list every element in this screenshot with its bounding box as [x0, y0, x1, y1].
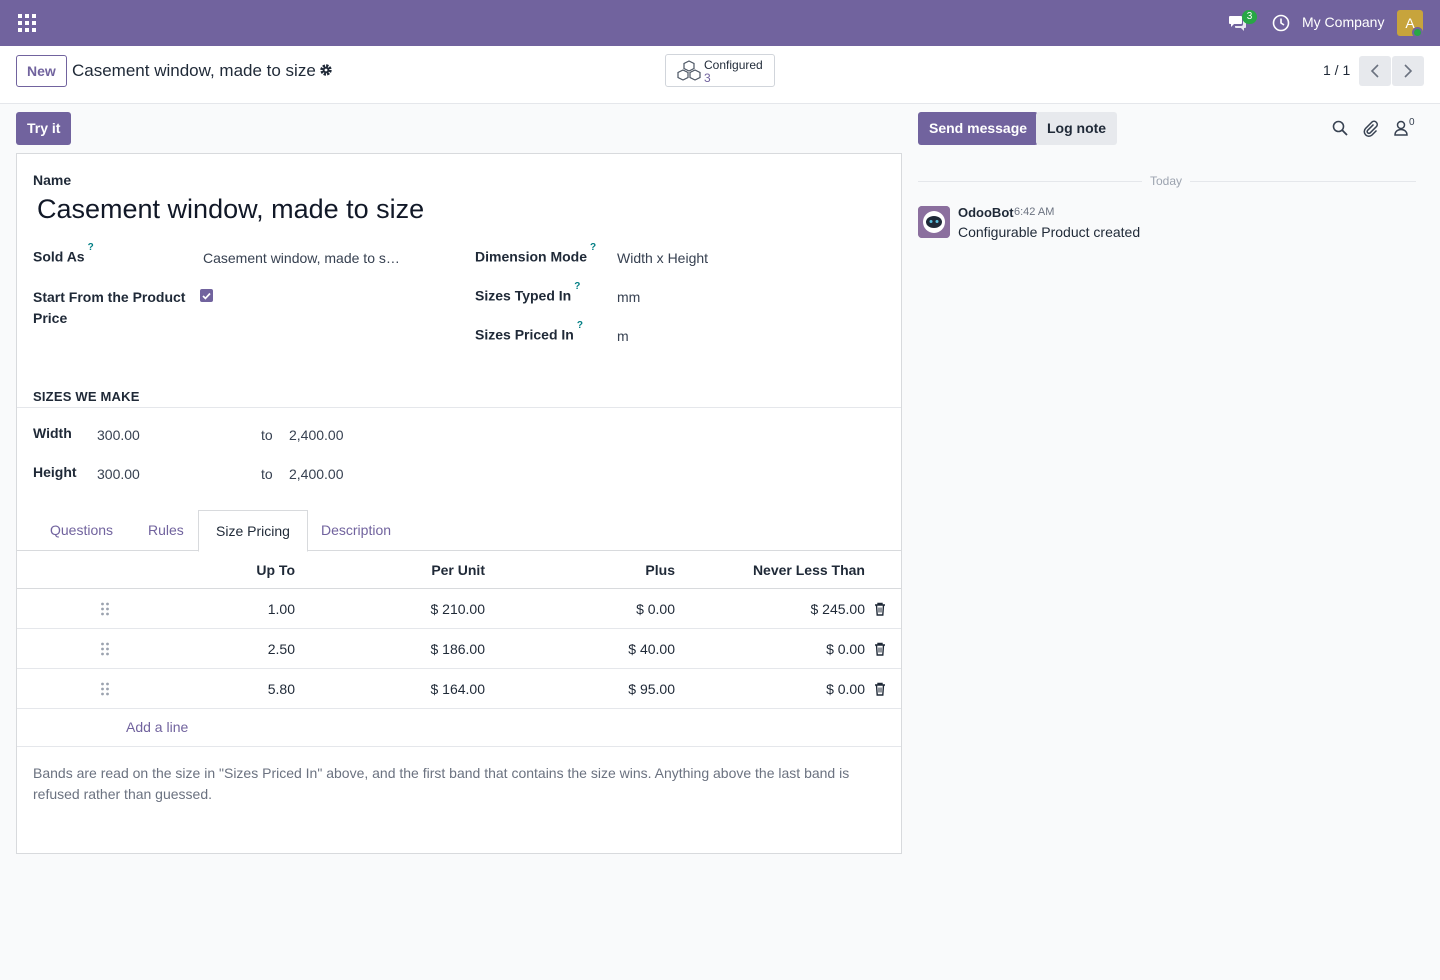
sizes-priced-in-field[interactable]: m — [617, 328, 629, 344]
robot-face-icon — [918, 206, 950, 238]
column-header-per-unit[interactable]: Per Unit — [431, 562, 485, 578]
sold-as-label: Sold As? — [33, 242, 94, 265]
smart-button-label: Configured — [704, 58, 763, 72]
start-from-price-checkbox[interactable] — [200, 289, 213, 302]
cell-up-to[interactable]: 2.50 — [267, 641, 295, 657]
width-min-field[interactable]: 300.00 — [97, 427, 140, 443]
cell-never-less-than[interactable]: $ 0.00 — [826, 681, 865, 697]
help-icon[interactable]: ? — [87, 242, 94, 253]
message-time: 6:42 AM — [1014, 206, 1055, 218]
table-row[interactable]: 2.50 $ 186.00 $ 40.00 $ 0.00 — [17, 629, 901, 669]
pager-next-button[interactable] — [1392, 56, 1424, 86]
sizes-typed-in-field[interactable]: mm — [617, 289, 641, 305]
column-header-never-less-than[interactable]: Never Less Than — [752, 562, 865, 578]
sold-as-field[interactable]: Casement window, made to s… — [203, 250, 400, 266]
follower-count: 0 — [1409, 117, 1415, 128]
chat-count-badge: 3 — [1242, 10, 1257, 24]
sizes-priced-in-label-text: Sizes Priced In — [475, 326, 574, 343]
notebook-tabs: Questions Rules Size Pricing Description — [17, 510, 901, 552]
clock-icon[interactable] — [1272, 14, 1290, 32]
cell-plus[interactable]: $ 40.00 — [628, 641, 675, 657]
width-max-field[interactable]: 2,400.00 — [289, 427, 344, 443]
column-header-up-to[interactable]: Up To — [256, 562, 295, 578]
sizes-typed-in-label: Sizes Typed In? — [475, 281, 580, 304]
drag-handle-icon[interactable] — [100, 681, 110, 697]
table-row[interactable]: 1.00 $ 210.00 $ 0.00 $ 245.00 — [17, 589, 901, 629]
followers-icon[interactable] — [1392, 119, 1410, 137]
width-to-label: to — [261, 427, 273, 443]
breadcrumb-title: Casement window, made to size — [72, 61, 316, 80]
date-separator-label: Today — [1142, 174, 1191, 188]
sizes-section-heading: SIZES WE MAKE — [33, 389, 140, 404]
column-header-plus[interactable]: Plus — [645, 562, 675, 578]
cell-per-unit[interactable]: $ 186.00 — [430, 641, 486, 657]
pricing-table-header: Up To Per Unit Plus Never Less Than — [17, 551, 901, 589]
trash-icon[interactable] — [874, 642, 886, 656]
height-min-field[interactable]: 300.00 — [97, 466, 140, 482]
sizes-priced-in-label: Sizes Priced In? — [475, 320, 583, 343]
section-divider — [17, 407, 901, 408]
add-a-line-link[interactable]: Add a line — [126, 719, 189, 735]
height-label: Height — [33, 464, 77, 480]
check-icon — [202, 292, 211, 300]
height-to-label: to — [261, 466, 273, 482]
start-from-price-label: Start From the Product Price — [33, 289, 186, 326]
odoobot-avatar[interactable] — [918, 206, 950, 238]
try-it-button[interactable]: Try it — [16, 112, 72, 145]
cell-per-unit[interactable]: $ 210.00 — [430, 601, 486, 617]
dimension-mode-label: Dimension Mode? — [475, 242, 596, 265]
tab-size-pricing[interactable]: Size Pricing — [198, 510, 308, 552]
sizes-typed-in-label-text: Sizes Typed In — [475, 287, 572, 304]
pricing-help-note: Bands are read on the size in "Sizes Pri… — [33, 765, 850, 802]
name-label: Name — [33, 172, 72, 188]
width-label: Width — [33, 425, 72, 441]
cell-plus[interactable]: $ 95.00 — [628, 681, 675, 697]
trash-icon[interactable] — [874, 602, 886, 616]
search-icon[interactable] — [1331, 119, 1349, 137]
online-status-dot — [1412, 27, 1423, 38]
cell-up-to[interactable]: 1.00 — [267, 601, 295, 617]
help-icon[interactable]: ? — [590, 242, 597, 253]
table-row[interactable]: 5.80 $ 164.00 $ 95.00 $ 0.00 — [17, 669, 901, 709]
tab-description[interactable]: Description — [321, 522, 392, 538]
smart-button-count: 3 — [704, 71, 711, 85]
company-switcher[interactable]: My Company — [1302, 14, 1385, 30]
cell-per-unit[interactable]: $ 164.00 — [430, 681, 486, 697]
cell-never-less-than[interactable]: $ 0.00 — [826, 641, 865, 657]
table-bottom-divider — [17, 746, 901, 747]
name-field[interactable]: Casement window, made to size — [37, 194, 425, 224]
new-button[interactable]: New — [16, 55, 67, 87]
tab-rules[interactable]: Rules — [148, 522, 184, 538]
form-sheet: Name Casement window, made to size Sold … — [16, 153, 902, 854]
dimension-mode-label-text: Dimension Mode — [475, 248, 588, 265]
apps-grid-icon[interactable] — [18, 14, 36, 32]
chevron-right-icon — [1404, 64, 1413, 78]
cell-up-to[interactable]: 5.80 — [267, 681, 295, 697]
height-max-field[interactable]: 2,400.00 — [289, 466, 344, 482]
configured-smart-button[interactable]: Configured 3 — [665, 54, 775, 87]
send-message-button[interactable]: Send message — [918, 112, 1039, 145]
paperclip-icon[interactable] — [1361, 119, 1379, 137]
chevron-left-icon — [1370, 64, 1379, 78]
cell-never-less-than[interactable]: $ 245.00 — [810, 601, 866, 617]
tab-questions[interactable]: Questions — [50, 522, 114, 538]
pager-previous-button[interactable] — [1359, 56, 1391, 86]
pager-value[interactable]: 1 / 1 — [1323, 62, 1351, 78]
help-icon[interactable]: ? — [576, 320, 583, 331]
gear-icon[interactable] — [319, 63, 333, 77]
trash-icon[interactable] — [874, 682, 886, 696]
drag-handle-icon[interactable] — [100, 641, 110, 657]
top-navbar — [0, 0, 1440, 46]
control-panel: New Casement window, made to size Config… — [0, 46, 1440, 104]
message-body: Configurable Product created — [958, 224, 1141, 240]
log-note-button[interactable]: Log note — [1036, 112, 1118, 145]
cubes-icon — [677, 60, 701, 81]
dimension-mode-field[interactable]: Width x Height — [617, 250, 709, 266]
message-author[interactable]: OdooBot — [958, 205, 1014, 220]
cell-plus[interactable]: $ 0.00 — [636, 601, 675, 617]
sold-as-label-text: Sold As — [33, 248, 85, 265]
drag-handle-icon[interactable] — [100, 601, 110, 617]
help-icon[interactable]: ? — [574, 281, 581, 292]
chat-bubbles-icon[interactable] — [1228, 13, 1248, 33]
